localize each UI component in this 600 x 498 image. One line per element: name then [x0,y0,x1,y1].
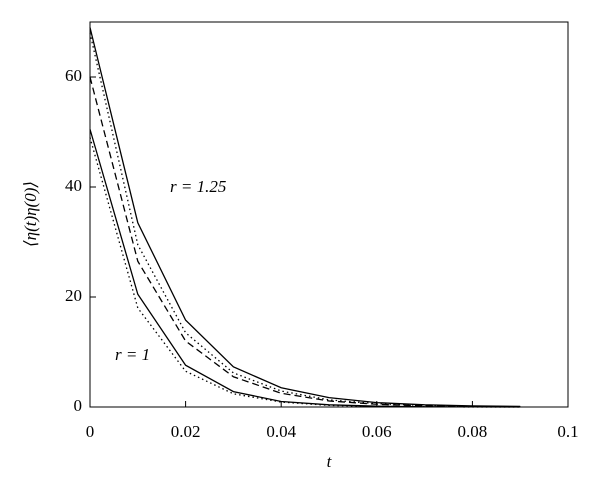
y-axis-label: ⟨η(t)η(0)⟩ [21,181,40,247]
plot-frame [89,21,569,408]
y-tick-label: 0 [74,396,83,415]
y-tick-label: 20 [65,286,82,305]
series-line [89,27,521,408]
series-line [89,32,521,408]
x-tick-label: 0.04 [266,422,296,441]
x-tick-label: 0.02 [171,422,201,441]
x-tick-label: 0.06 [362,422,392,441]
y-tick-label: 40 [65,176,82,195]
annotation: r = 1 [115,345,150,364]
y-tick-label: 60 [65,66,82,85]
series-line [89,137,521,408]
x-axis-label: t [327,452,333,471]
series-line [89,76,521,408]
annotation: r = 1.25 [170,177,226,196]
series-line [89,129,521,408]
x-tick-label: 0.08 [458,422,488,441]
x-tick-label: 0 [86,422,95,441]
x-tick-label: 0.1 [557,422,578,441]
